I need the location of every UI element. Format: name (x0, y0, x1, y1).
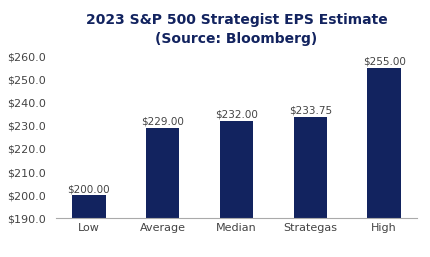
Bar (220, 121, 253, 218)
Text: $232.00: $232.00 (215, 110, 258, 120)
Text: $233.75: $233.75 (289, 106, 332, 116)
Bar (368, 68, 401, 218)
Title: 2023 S&P 500 Strategist EPS Estimate
(Source: Bloomberg): 2023 S&P 500 Strategist EPS Estimate (So… (86, 13, 387, 46)
Bar (72, 195, 105, 218)
Bar (294, 117, 327, 218)
Text: $229.00: $229.00 (141, 117, 184, 127)
Text: $200.00: $200.00 (68, 184, 110, 194)
Bar (146, 128, 179, 218)
Text: $255.00: $255.00 (362, 57, 405, 67)
